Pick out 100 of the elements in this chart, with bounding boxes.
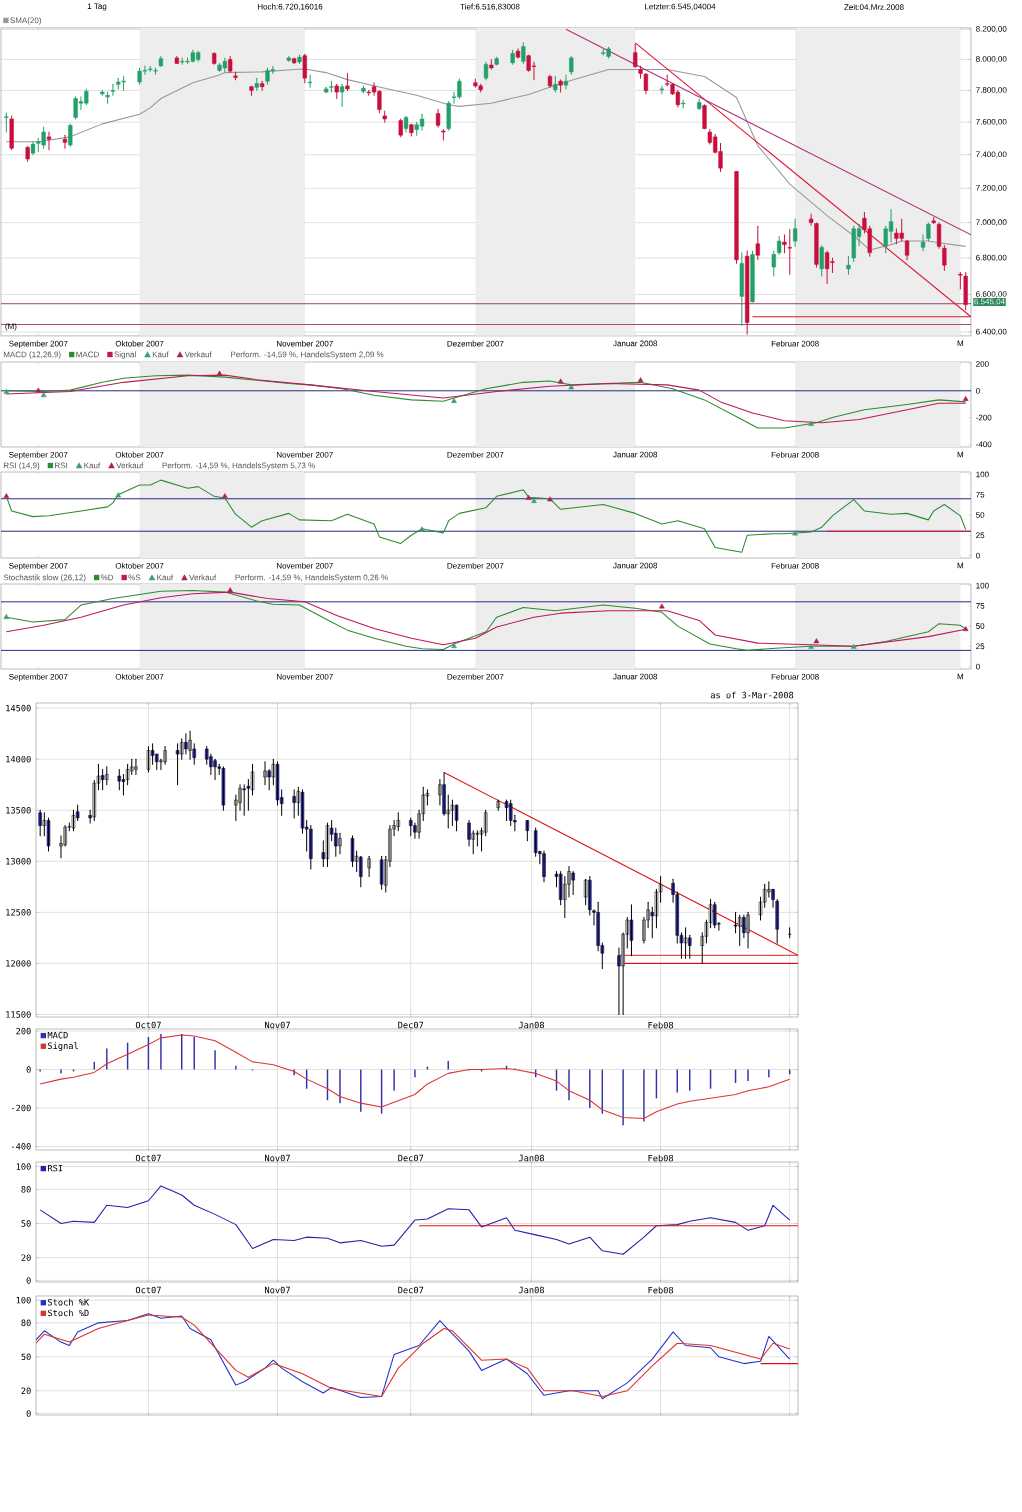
x-tick-label: Feb08 [648,1286,674,1294]
x-tick-label: Dec07 [398,1154,424,1162]
x-tick-label: September 2007 [9,673,68,682]
legend-label: Verkauf [189,574,217,581]
legend-label: Signal [114,351,136,359]
legend-label: MACD [47,1031,68,1039]
x-tick-label: Feb08 [648,1021,674,1029]
x-tick-label: Oktober 2007 [115,340,164,347]
legend-label: RSI [48,1164,63,1172]
y-tick-label: 0 [26,1277,31,1284]
x-tick-label: Februar 2008 [771,340,819,347]
y-tick-label: -400 [11,1143,31,1150]
y-tick-label: 13500 [6,806,31,814]
y-tick-label: 200 [16,1027,31,1035]
y-tick-label: -200 [11,1104,31,1112]
y-tick-label: 7.000,00 [976,219,1007,226]
y-tick-label: 8.000,00 [976,56,1007,63]
x-tick-label: Januar 2008 [613,451,658,458]
x-tick-label: November 2007 [276,451,333,458]
x-tick-label: Februar 2008 [771,673,819,680]
y-tick-label: 0 [26,1410,31,1417]
x-tick-label: September 2007 [9,562,68,571]
x-tick-label: Jan08 [518,1154,544,1162]
legend-label: Stoch %K [48,1298,90,1306]
y-tick-label: 7.200,00 [976,184,1007,192]
y-tick-label: 20 [21,1254,31,1261]
y-tick-label: 7.800,00 [976,87,1007,94]
x-tick-label: September 2007 [9,451,68,460]
y-tick-label: 11500 [6,1011,31,1018]
y-tick-label: 50 [21,1220,31,1227]
y-tick-label: -200 [976,414,992,421]
legend-label: Verkauf [184,351,212,358]
x-tick-label: Februar 2008 [771,562,819,569]
x-tick-label: November 2007 [276,562,333,569]
y-tick-label: 75 [976,603,985,609]
x-tick-label: Oct07 [135,1154,161,1162]
legend-label: RSI [55,462,67,469]
y-tick-label: 6.800,00 [976,254,1007,262]
x-tick-label: M [957,451,964,458]
annotation: (M) [5,323,17,331]
text: Perform. -14,59 %, HandelsSystem 5,73 % [162,462,315,470]
x-tick-label: November 2007 [276,673,333,680]
legend-label: %D [100,574,114,581]
y-tick-label: 20 [21,1387,31,1395]
legend-label: SMA(20) [10,17,41,25]
x-tick-label: Nov07 [265,1154,290,1162]
x-tick-label: Oct07 [135,1021,161,1029]
y-tick-label: 25 [976,643,985,650]
legend-label: Stoch %D [48,1309,89,1317]
legend-label: Kauf [152,351,169,358]
legend-label: Signal [48,1042,78,1051]
x-tick-label: Oktober 2007 [115,673,164,680]
x-tick-label: Dezember 2007 [447,451,504,458]
x-tick-label: Feb08 [648,1154,674,1162]
y-tick-label: 25 [976,532,985,539]
text: Zeit:04.Mrz.2008 [844,4,904,10]
x-tick-label: Dezember 2007 [447,673,504,680]
x-tick-label: Oktober 2007 [115,451,164,458]
legend-label: MACD [76,351,99,358]
x-tick-label: November 2007 [276,340,333,347]
text: 1 Tag [87,3,107,11]
x-tick-label: Januar 2008 [613,673,658,680]
legend-label: Kauf [84,462,101,469]
x-tick-label: Februar 2008 [771,451,819,458]
y-tick-label: 12500 [6,909,31,916]
y-tick-label: 75 [976,491,985,498]
legend-label: %S [128,574,141,581]
text: Perform. -14,59 %, HandelsSystem 0,26 % [235,574,388,582]
text: 6.545,04 [974,298,1005,306]
x-tick-label: Nov07 [265,1286,290,1294]
y-tick-label: 12000 [6,960,31,967]
y-tick-label: 80 [21,1319,31,1327]
y-tick-label: 100 [16,1296,31,1304]
y-tick-label: 13000 [6,858,31,865]
x-tick-label: Januar 2008 [613,562,658,569]
y-tick-label: 7.400,00 [976,151,1007,159]
x-tick-label: Jan08 [518,1286,544,1294]
y-tick-label: 200 [976,361,989,367]
y-tick-label: 6.400,00 [976,328,1007,336]
chart-subtitle: as of 3-Mar-2008 [710,691,794,699]
y-tick-label: 50 [976,512,985,518]
legend-label: Verkauf [116,462,144,469]
y-tick-label: 0 [26,1066,31,1073]
y-tick-label: 0 [976,663,980,670]
y-tick-label: 80 [21,1186,31,1193]
y-tick-label: 100 [16,1163,31,1170]
x-tick-label: Dec07 [398,1021,424,1029]
y-tick-label: 0 [976,552,980,559]
x-tick-label: Oktober 2007 [115,562,164,569]
x-tick-label: Dezember 2007 [447,562,504,569]
x-tick-label: Oct07 [135,1286,161,1294]
text: Letzter:6.545,04004 [645,3,716,11]
x-tick-label: Dezember 2007 [447,340,504,347]
chart-title: Stochastik slow (26,12) [3,574,86,582]
y-tick-label: 14000 [6,755,31,763]
y-tick-label: 8.200,00 [976,26,1007,33]
text: Hoch:6.720,16016 [257,3,323,11]
y-tick-label: 100 [976,471,989,478]
y-tick-label: -400 [976,441,992,448]
text: Tief:6.516,83008 [460,3,520,11]
